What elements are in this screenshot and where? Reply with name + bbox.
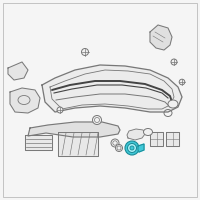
Circle shape xyxy=(130,146,134,150)
Circle shape xyxy=(179,79,185,85)
Circle shape xyxy=(171,59,177,65)
Polygon shape xyxy=(42,65,182,112)
Circle shape xyxy=(82,48,88,55)
Polygon shape xyxy=(10,88,40,113)
Polygon shape xyxy=(138,144,144,152)
Polygon shape xyxy=(150,25,172,50)
Polygon shape xyxy=(8,62,28,80)
Ellipse shape xyxy=(144,129,153,136)
Polygon shape xyxy=(58,132,98,156)
Polygon shape xyxy=(127,129,145,140)
Ellipse shape xyxy=(168,100,178,108)
Polygon shape xyxy=(28,122,120,137)
Circle shape xyxy=(116,144,122,152)
Polygon shape xyxy=(150,132,163,146)
Circle shape xyxy=(128,144,136,152)
Circle shape xyxy=(111,139,119,147)
Polygon shape xyxy=(25,135,52,150)
Circle shape xyxy=(57,107,63,113)
Circle shape xyxy=(125,141,139,155)
Polygon shape xyxy=(166,132,179,146)
Circle shape xyxy=(92,116,102,124)
